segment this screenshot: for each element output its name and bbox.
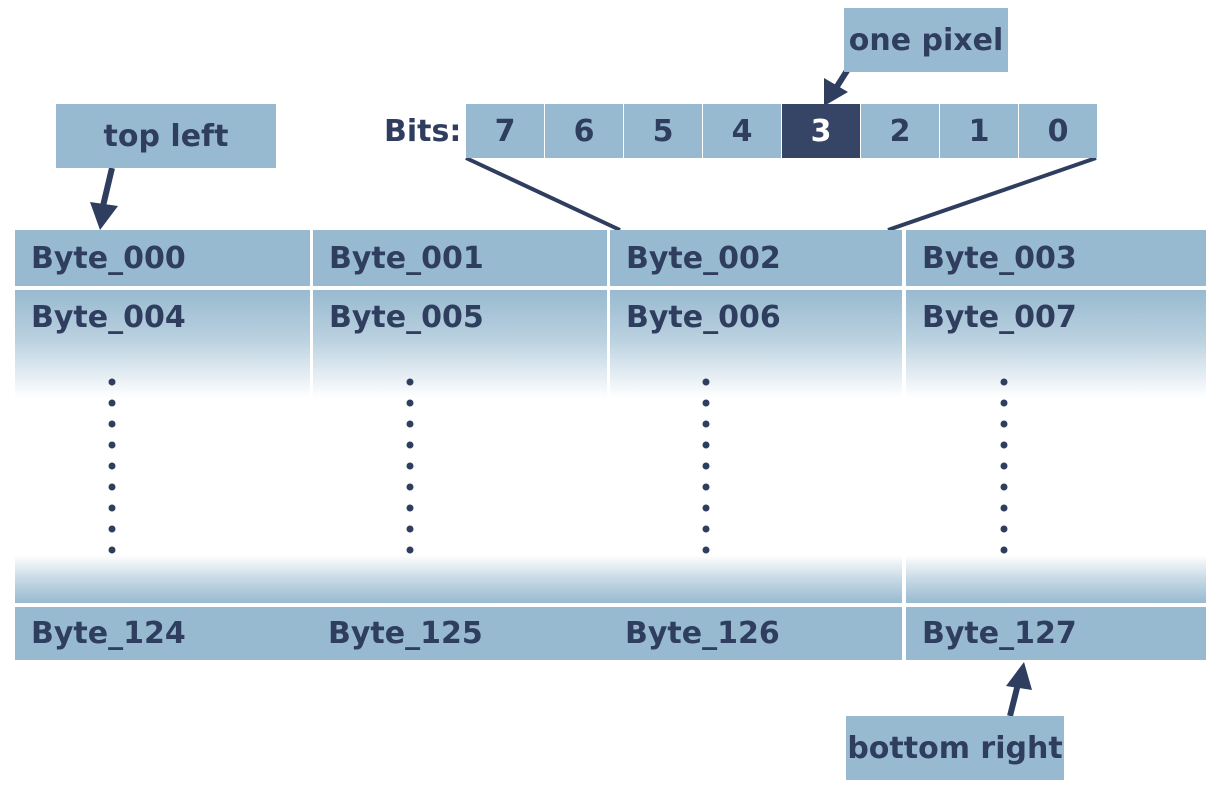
byte-cell-002: Byte_002	[610, 230, 902, 286]
bit-cell-4: 4	[703, 104, 781, 158]
faded-row-right	[906, 555, 1206, 603]
bottom-right-label: bottom right	[846, 716, 1064, 780]
bit-cell-5: 5	[624, 104, 702, 158]
byte-cell-004: Byte_004	[15, 290, 310, 398]
byte-cell-000: Byte_000	[15, 230, 310, 286]
byte-cell-001: Byte_001	[313, 230, 607, 286]
one-pixel-label: one pixel	[844, 8, 1008, 72]
byte-cell-124: Byte_124	[15, 607, 310, 660]
byte-cell-005: Byte_005	[313, 290, 607, 398]
bit-cell-0: 0	[1019, 104, 1097, 158]
bottom-right-arrow-head	[1006, 662, 1032, 690]
bit-cell-7: 7	[466, 104, 544, 158]
bottom-right-arrow-shaft	[1007, 683, 1021, 717]
byte-cell-125: Byte_125	[310, 607, 607, 660]
ellipsis-column-4	[1000, 378, 1008, 554]
top-left-label: top left	[56, 104, 276, 168]
bits-right-connector	[887, 156, 1097, 232]
faded-row-left	[15, 555, 902, 603]
bit-cell-3-selected: 3	[782, 104, 860, 158]
byte-cell-126: Byte_126	[607, 607, 902, 660]
one-pixel-arrow-head	[824, 78, 848, 106]
byte-cell-006: Byte_006	[610, 290, 902, 398]
bits-left-connector	[465, 156, 621, 232]
bit-cell-1: 1	[940, 104, 1018, 158]
byte-cell-007: Byte_007	[906, 290, 1206, 398]
ellipsis-column-3	[702, 378, 710, 554]
ellipsis-column-2	[406, 378, 414, 554]
top-left-arrow-head	[90, 202, 118, 230]
top-left-arrow-shaft	[100, 167, 115, 207]
bit-cell-2: 2	[861, 104, 939, 158]
byte-cell-003: Byte_003	[906, 230, 1206, 286]
bits-label: Bits:	[384, 114, 462, 149]
byte-cell-127: Byte_127	[906, 607, 1206, 660]
bit-cell-6: 6	[545, 104, 623, 158]
ellipsis-column-1	[108, 378, 116, 554]
